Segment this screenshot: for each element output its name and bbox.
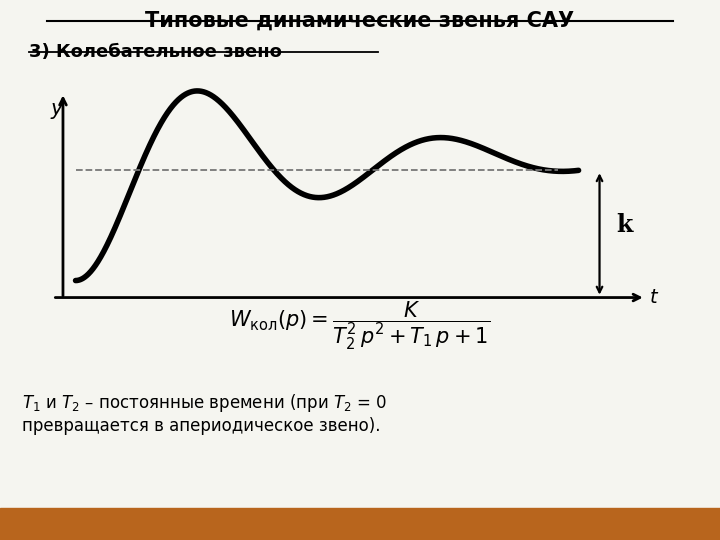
Text: t: t xyxy=(650,288,657,307)
Text: Типовые динамические звенья САУ: Типовые динамические звенья САУ xyxy=(145,11,575,31)
Text: превращается в апериодическое звено).: превращается в апериодическое звено). xyxy=(22,417,380,435)
Text: $W_{\rm кол}(p) = \dfrac{K}{T_2^2\,p^2 + T_1\,p + 1}$: $W_{\rm кол}(p) = \dfrac{K}{T_2^2\,p^2 +… xyxy=(230,300,490,352)
Text: y: y xyxy=(50,98,63,119)
Text: 3) Колебательное звено: 3) Колебательное звено xyxy=(29,43,282,61)
Text: $T_1$ и $T_2$ – постоянные времени (при $T_2$ = 0: $T_1$ и $T_2$ – постоянные времени (при … xyxy=(22,392,387,414)
Text: k: k xyxy=(616,213,633,238)
